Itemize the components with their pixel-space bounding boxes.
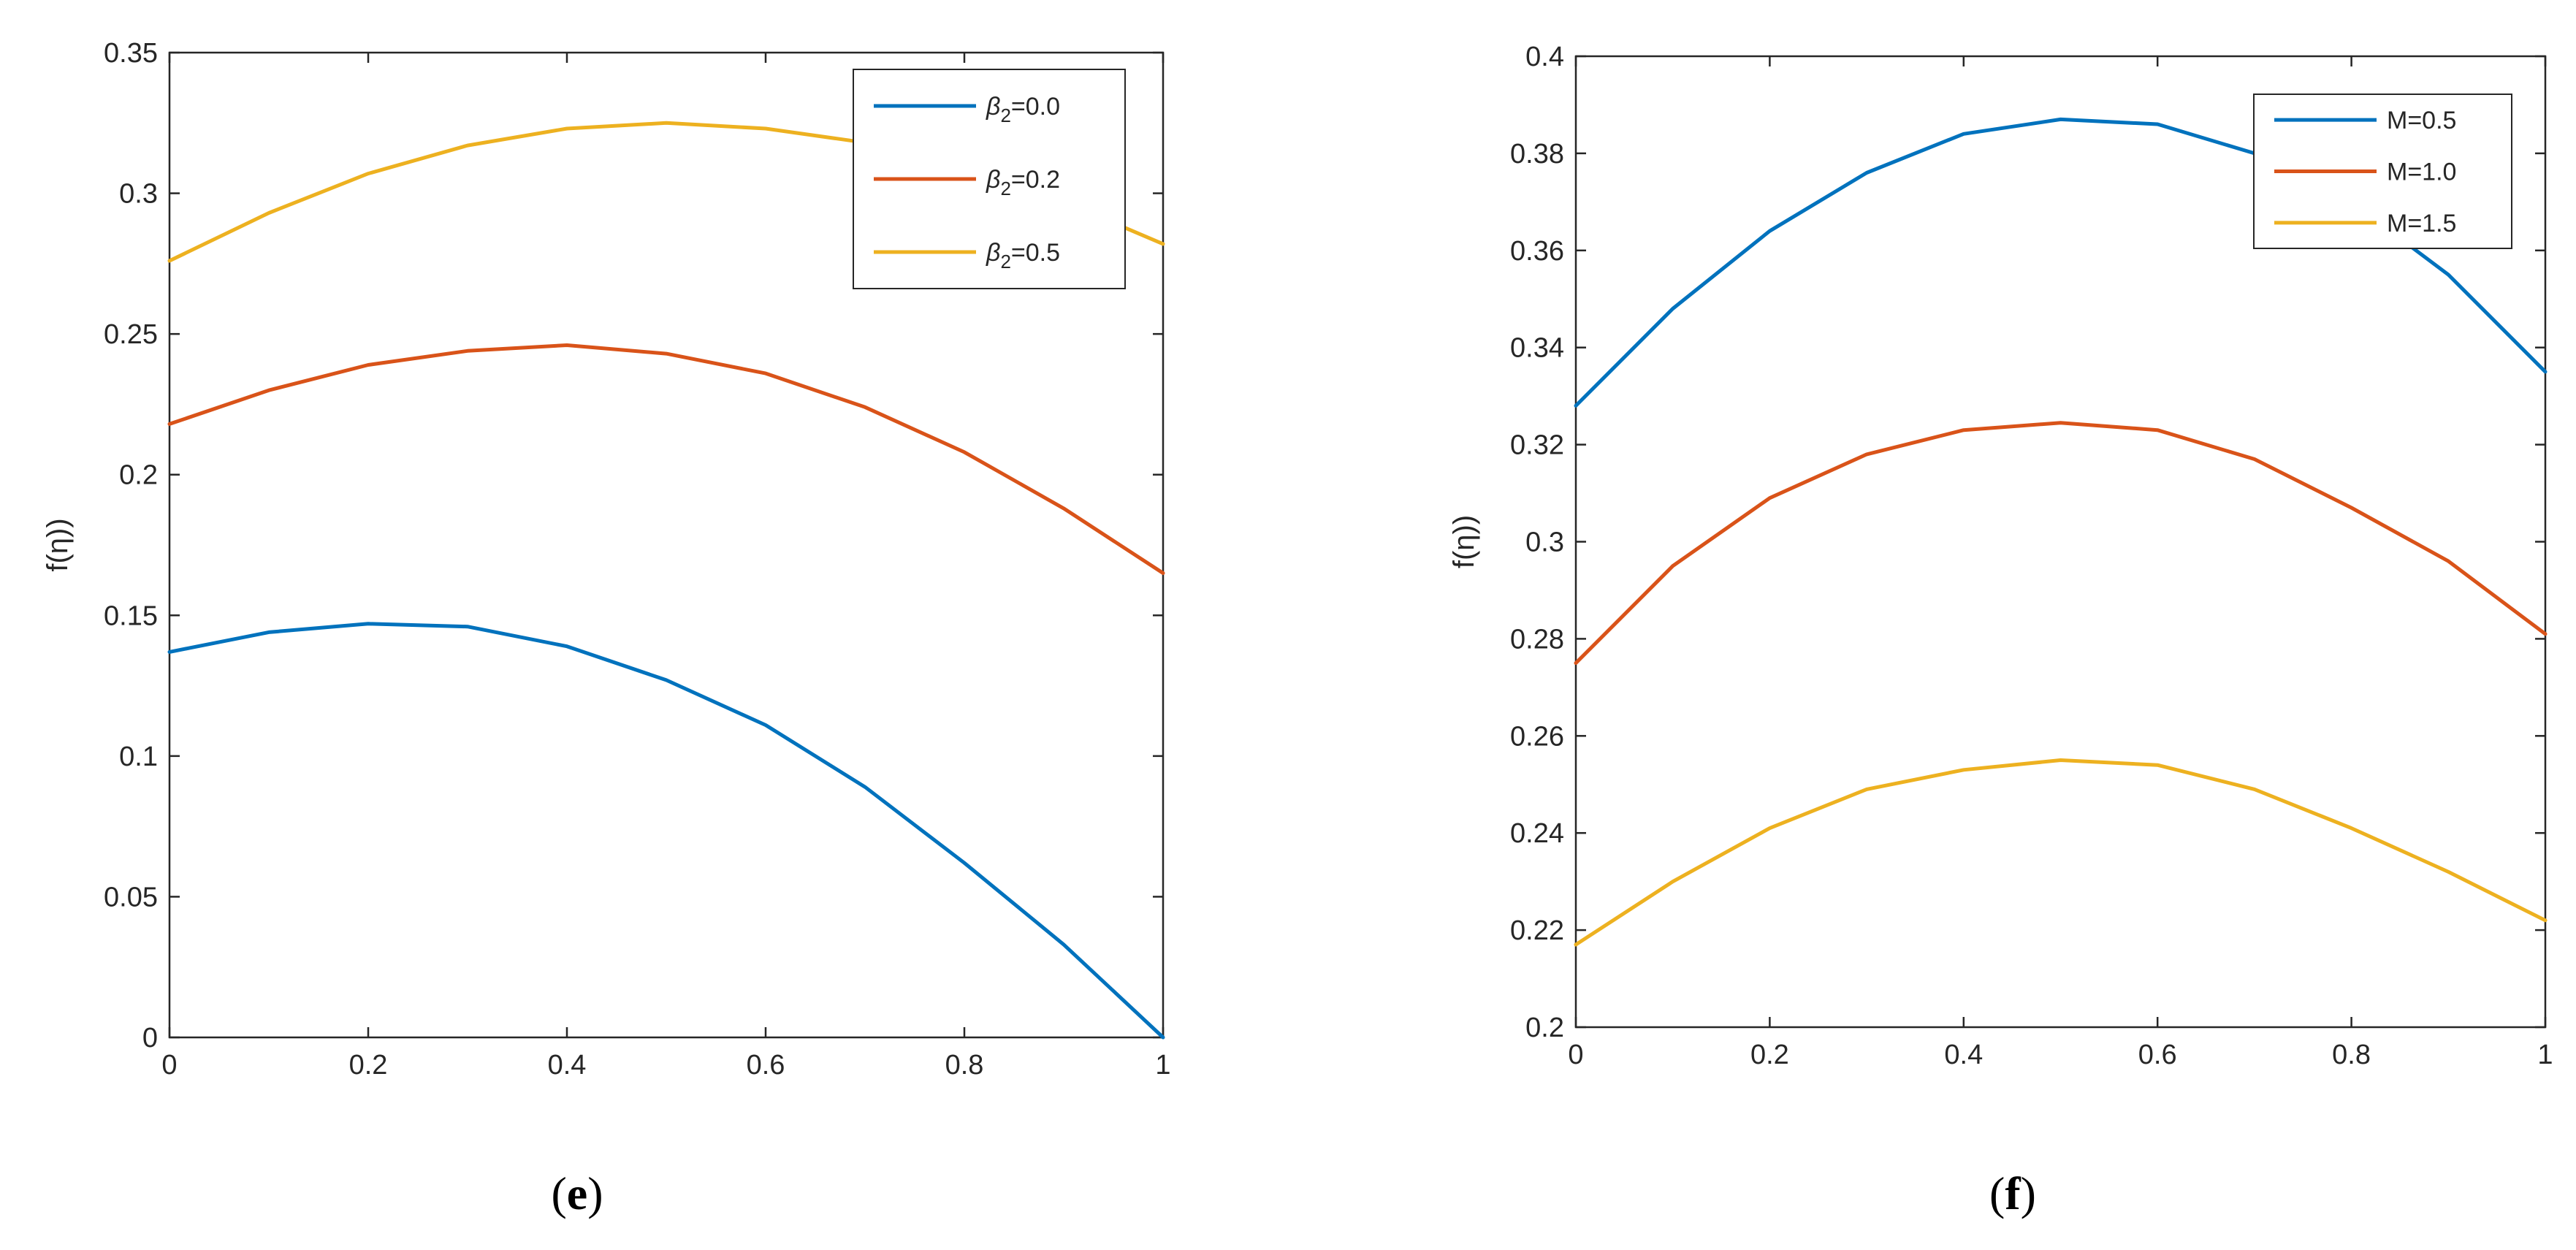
y-tick-label: 0.05 <box>104 882 158 912</box>
x-tick-label: 0.8 <box>2332 1040 2371 1070</box>
legend-value: =0.5 <box>2407 107 2456 134</box>
legend-entry: β2=0.0 <box>986 93 1060 126</box>
y-tick-label: 0.32 <box>1510 430 1564 461</box>
x-tick-label: 0.4 <box>1944 1040 1983 1070</box>
legend-value: =1.5 <box>2407 210 2456 237</box>
y-tick-label: 0.15 <box>104 601 158 631</box>
caption-f: (f) <box>1989 1167 2036 1219</box>
caption-e: (e) <box>551 1167 603 1219</box>
chart-panel-f: 0 0.2 0.4 0.6 0.8 10.20.220.240.260.280.30.32… <box>1448 42 2553 1219</box>
chart-panel-e: 0 0.2 0.4 0.6 0.8 1 0 0.05 0.1 0.15 0.2 0.25 0.3 0.35… <box>42 38 1171 1219</box>
x-tick-label: 0.8 <box>945 1050 984 1081</box>
y-tick-label: 0.24 <box>1510 818 1564 849</box>
legend-symbol: M <box>2387 210 2407 237</box>
x-tick-label: 1 <box>2537 1040 2553 1070</box>
y-tick-label: 0.2 <box>119 460 158 491</box>
legend-value: =0.0 <box>1011 93 1060 121</box>
legend-symbol: M <box>2387 107 2407 134</box>
x-tick-label: 0.6 <box>747 1050 785 1081</box>
legend-symbol: β <box>986 166 1000 194</box>
legend-subscript: 2 <box>1000 178 1010 199</box>
x-tick-label: 1 <box>1155 1050 1170 1081</box>
series-line-M-1-5 <box>1574 758 2548 947</box>
caption-letter: e <box>567 1167 587 1219</box>
legend-entry: β2=0.2 <box>986 166 1060 199</box>
legend-subscript: 2 <box>1000 104 1010 126</box>
series-line--2-0-0 <box>167 622 1165 1040</box>
y-tick-label: 0.3 <box>119 179 158 210</box>
legend-symbol: β <box>986 93 1000 121</box>
series-line--2-0-2 <box>167 343 1165 575</box>
x-tick-label: 0 <box>161 1050 177 1081</box>
y-tick-label: 0.34 <box>1510 333 1564 364</box>
legend-f: M=0.5M=1.0M=1.5 <box>2253 94 2512 249</box>
legend-symbol: M <box>2387 159 2407 186</box>
legend-subscript: 2 <box>1000 251 1010 273</box>
y-tick-label: 0.22 <box>1510 915 1564 946</box>
legend-entry: M=0.5 <box>2387 107 2456 134</box>
series-line-M-1-0 <box>1574 421 2548 666</box>
y-axis-label: f(η)) <box>1448 515 1480 568</box>
y-tick-label: 0.36 <box>1510 236 1564 267</box>
y-tick-label: 0.4 <box>1525 42 1564 72</box>
y-axis-label: f(η)) <box>42 518 74 571</box>
y-tick-label: 0.35 <box>104 38 158 69</box>
y-tick-label: 0.25 <box>104 319 158 350</box>
y-tick-label: 0.28 <box>1510 624 1564 655</box>
y-tick-label: 0 <box>142 1023 158 1053</box>
y-tick-label: 0.3 <box>1525 527 1564 558</box>
legend-symbol: β <box>986 239 1000 267</box>
legend-value: =1.0 <box>2407 159 2456 186</box>
legend-entry: M=1.0 <box>2387 159 2456 186</box>
x-tick-label: 0.4 <box>548 1050 587 1081</box>
legend-entry: β2=0.5 <box>986 239 1060 273</box>
y-tick-label: 0.1 <box>119 742 158 772</box>
x-tick-label: 0.2 <box>1750 1040 1789 1070</box>
caption-letter: f <box>2005 1167 2021 1219</box>
legend-value: =0.2 <box>1011 166 1060 194</box>
y-tick-label: 0.38 <box>1510 139 1564 169</box>
legend-value: =0.5 <box>1011 239 1060 267</box>
legend-e: β2=0.0β2=0.2β2=0.5 <box>853 69 1126 289</box>
x-tick-label: 0 <box>1568 1040 1583 1070</box>
x-tick-label: 0.2 <box>349 1050 388 1081</box>
x-tick-label: 0.6 <box>2138 1040 2177 1070</box>
y-tick-label: 0.2 <box>1525 1013 1564 1043</box>
legend-entry: M=1.5 <box>2387 210 2456 237</box>
y-tick-label: 0.26 <box>1510 721 1564 752</box>
